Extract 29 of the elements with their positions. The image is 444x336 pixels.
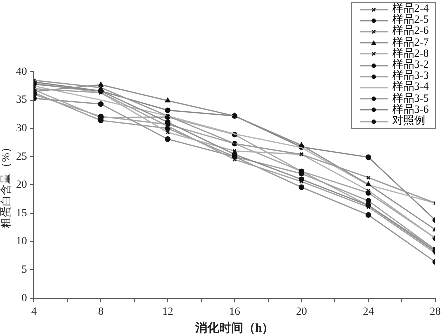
legend-label: 样品2-7 — [392, 36, 429, 49]
legend-label: 样品3-4 — [392, 81, 429, 94]
legend-label: 样品2-4 — [392, 3, 429, 15]
x-tick-label: 8 — [98, 306, 104, 318]
x-tick-label: 28 — [430, 306, 442, 318]
legend-label: 样品3-3 — [392, 70, 429, 82]
y-axis-title: 粗蛋白含量（%） — [0, 142, 12, 228]
y-tick-label: 0 — [22, 292, 28, 304]
y-tick-label: 5 — [22, 264, 28, 276]
legend-label: 样品2-8 — [392, 48, 429, 60]
y-tick-label: 30 — [16, 122, 28, 134]
legend-label: 对照例 — [392, 115, 426, 128]
y-tick-label: 40 — [16, 66, 28, 78]
y-tick-label: 15 — [16, 207, 28, 220]
x-tick-label: 16 — [229, 306, 241, 318]
x-tick-label: 24 — [363, 306, 375, 318]
legend-label: 样品3-2 — [392, 59, 429, 72]
x-tick-label: 12 — [162, 306, 174, 318]
x-tick-label: 4 — [31, 306, 38, 318]
x-tick-label: 20 — [296, 306, 308, 318]
y-tick-label: 25 — [16, 150, 28, 163]
y-tick-label: 20 — [16, 179, 28, 192]
x-axis-title: 消化时间（h） — [194, 320, 274, 335]
legend-label: 样品2-6 — [392, 25, 429, 38]
legend-label: 样品3-5 — [392, 92, 429, 105]
y-tick-label: 10 — [16, 236, 28, 248]
y-tick-label: 35 — [16, 94, 28, 106]
legend-label: 样品2-5 — [392, 14, 429, 26]
legend-label: 样品3-6 — [392, 104, 429, 116]
